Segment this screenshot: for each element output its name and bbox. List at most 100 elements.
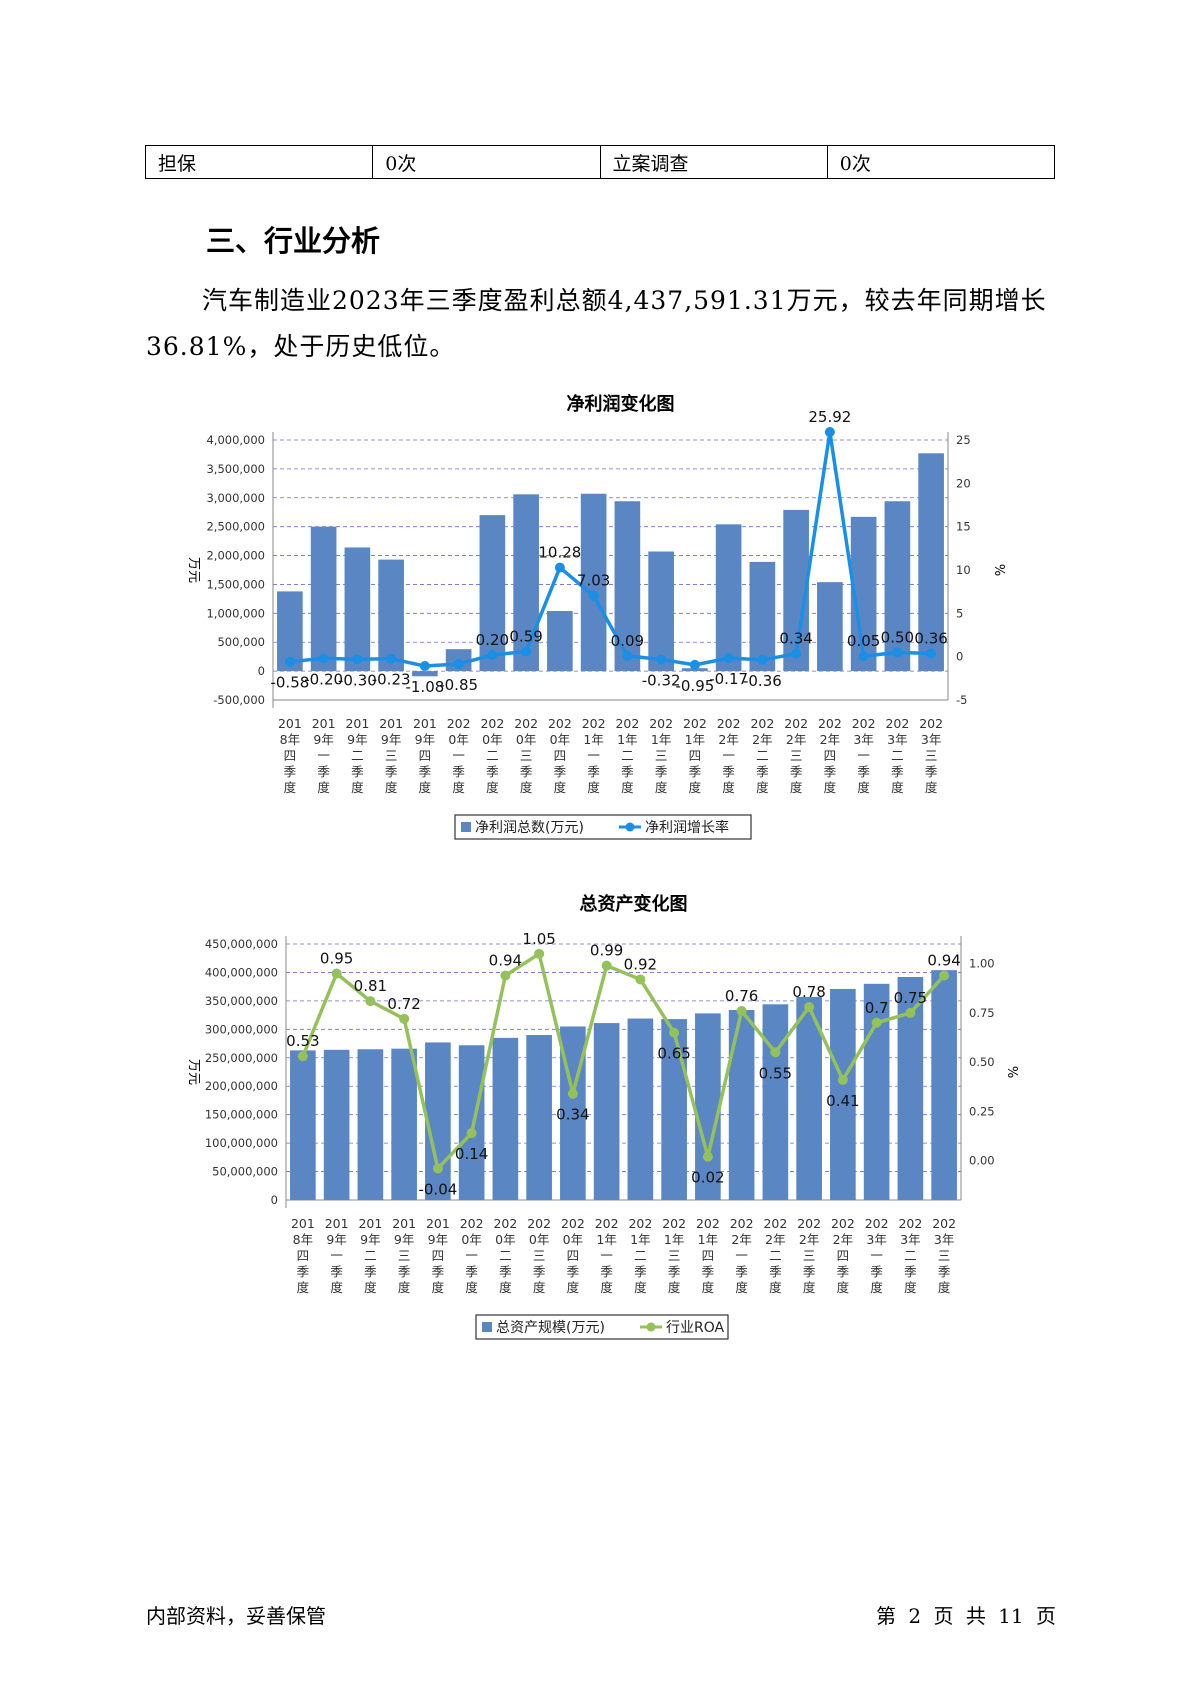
footer-page-number: 第 2 页 共 11 页 [876, 1604, 1056, 1628]
x-tick-label: 三 [655, 748, 668, 763]
bar [593, 1023, 620, 1200]
x-tick-label: 1年 [617, 732, 637, 747]
bar [661, 1019, 687, 1200]
data-label: 0.78 [792, 983, 825, 1001]
x-tick-label: 201 [426, 1216, 450, 1231]
y2-axis-label: % [1004, 1066, 1019, 1078]
y2-tick-label: -5 [956, 693, 967, 707]
x-tick-label: 202 [898, 1216, 922, 1231]
bar [412, 671, 438, 677]
x-tick-label: 202 [784, 716, 808, 731]
line-point [669, 1027, 680, 1038]
data-label: 10.28 [538, 544, 581, 562]
x-tick-label: 三 [668, 1248, 681, 1263]
x-tick-label: 四 [432, 1248, 445, 1263]
x-tick-label: 201 [392, 1216, 416, 1231]
x-tick-label: 季 [533, 1264, 546, 1279]
data-label: 0.95 [320, 950, 353, 968]
legend-label: 净利润总数(万元) [475, 820, 584, 836]
x-tick-label: 四 [824, 748, 837, 763]
x-tick-label: 202 [763, 1216, 787, 1231]
x-tick-label: 3年 [866, 1232, 886, 1247]
line-point [824, 427, 835, 438]
x-tick-label: 度 [824, 780, 837, 795]
x-tick-label: 9年 [415, 732, 435, 747]
line-point [567, 1088, 578, 1099]
x-tick-label: 三 [533, 1248, 546, 1263]
x-tick-label: 度 [735, 1280, 748, 1295]
bar [323, 1049, 350, 1200]
info-table: 担保 0次 立案调查 0次 [144, 145, 1056, 179]
net-profit-chart: 净利润变化图 -500,000 0 500,000 1,000,000 1,500,000… [186, 393, 1006, 840]
x-tick-label: 202 [696, 1216, 720, 1231]
x-tick-label: 202 [750, 716, 774, 731]
line-point [386, 653, 397, 664]
x-tick-label: 度 [432, 1280, 445, 1295]
x-tick-label: 2年 [820, 732, 840, 747]
bar [715, 524, 742, 672]
line-point [521, 646, 532, 657]
x-tick-label: 202 [717, 716, 741, 731]
x-tick-label: 0年 [516, 732, 536, 747]
line-point [432, 1163, 443, 1174]
x-tick-label: 四 [837, 1248, 850, 1263]
x-tick-label: 0年 [495, 1232, 515, 1247]
x-tick-label: 度 [803, 1280, 816, 1295]
line-point [837, 1074, 848, 1085]
line-point [554, 562, 565, 573]
x-tick-label: 201 [325, 1216, 349, 1231]
bar [728, 1009, 755, 1200]
x-tick-label: 度 [870, 1280, 883, 1295]
data-label: 0.34 [556, 1106, 589, 1124]
line-point [487, 649, 498, 660]
x-tick-label: 度 [330, 1280, 343, 1295]
line-point [297, 1051, 308, 1062]
y-tick-label: 0 [258, 664, 265, 678]
x-tick-label: 度 [938, 1280, 951, 1295]
x-tick-label: 季 [668, 1264, 681, 1279]
x-tick-label: 9年 [347, 732, 367, 747]
data-label: 0.94 [927, 952, 960, 970]
data-label: 7.03 [577, 572, 610, 590]
x-tick-label: 季 [385, 764, 398, 779]
x-tick-label: 二 [891, 748, 904, 763]
line-point [318, 653, 329, 664]
x-tick-label: 202 [797, 1216, 821, 1231]
x-tick-label: 1年 [630, 1232, 650, 1247]
x-tick-label: 202 [730, 1216, 754, 1231]
x-tick-label: 三 [790, 748, 803, 763]
x-tick-label: 度 [904, 1280, 917, 1295]
y2-tick-label: 5 [956, 606, 963, 620]
data-label: 0.99 [590, 942, 623, 960]
x-tick-label: 三 [925, 748, 938, 763]
line-point [500, 970, 511, 981]
x-tick-label: 201 [413, 716, 437, 731]
data-label: 0.05 [847, 632, 880, 650]
x-tick-label: 202 [932, 1216, 956, 1231]
table-cell: 0次 [826, 145, 1056, 179]
x-tick-label: 度 [600, 1280, 613, 1295]
data-label: -0.32 [642, 671, 681, 689]
bar [762, 1004, 789, 1200]
data-label: 0.59 [509, 628, 542, 646]
x-tick-label: 度 [533, 1280, 546, 1295]
line-point [419, 661, 430, 672]
x-tick-label: 3年 [853, 732, 873, 747]
line-point [689, 659, 700, 670]
x-tick-label: 度 [567, 1280, 580, 1295]
x-tick-label: 季 [790, 764, 803, 779]
x-tick-label: 季 [621, 764, 634, 779]
x-tick-label: 202 [460, 1216, 484, 1231]
x-tick-label: 季 [634, 1264, 647, 1279]
data-label: -0.30 [338, 671, 377, 689]
x-tick-label: 0年 [550, 732, 570, 747]
data-label: 0.81 [354, 977, 387, 995]
x-tick-label: 度 [756, 780, 769, 795]
bar [796, 996, 822, 1200]
x-tick-label: 三 [803, 1248, 816, 1263]
data-label: 0.41 [826, 1092, 859, 1110]
x-tick-label: 度 [364, 1280, 377, 1295]
x-tick-label: 一 [587, 748, 600, 763]
x-tick-label: 202 [493, 1216, 517, 1231]
data-label: 0.20 [476, 631, 509, 649]
